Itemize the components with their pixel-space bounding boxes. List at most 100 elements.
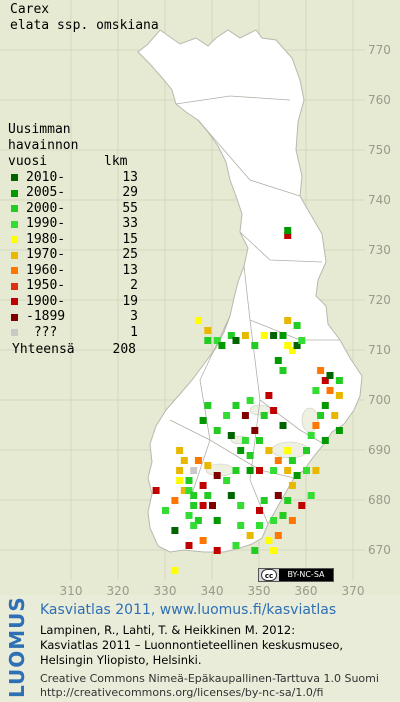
observation-square bbox=[204, 462, 212, 469]
observation-square bbox=[227, 492, 235, 499]
observation-square bbox=[307, 492, 315, 499]
legend-count: 19 bbox=[122, 293, 138, 309]
observation-square bbox=[251, 547, 259, 554]
legend-total: Yhteensä 208 bbox=[8, 342, 158, 358]
observation-square bbox=[237, 522, 245, 529]
observation-square bbox=[321, 437, 329, 444]
observation-square bbox=[199, 417, 207, 424]
observation-square bbox=[293, 472, 301, 479]
observation-square bbox=[288, 517, 296, 524]
y-tick-label: 690 bbox=[368, 443, 391, 457]
observation-square bbox=[298, 502, 306, 509]
observation-square bbox=[279, 422, 287, 429]
observation-square bbox=[312, 422, 320, 429]
legend-period: 1980- bbox=[26, 231, 66, 247]
observation-square bbox=[298, 337, 306, 344]
observation-square bbox=[162, 507, 169, 514]
legend-swatch bbox=[11, 298, 18, 306]
observation-square bbox=[256, 467, 263, 474]
finland-map bbox=[0, 0, 365, 580]
observation-square bbox=[204, 492, 212, 499]
observation-square bbox=[317, 412, 325, 419]
observation-square bbox=[185, 477, 193, 484]
legend-row: 2005- 29 bbox=[8, 185, 158, 202]
observation-square bbox=[218, 342, 226, 349]
x-tick-label: 360 bbox=[294, 584, 318, 598]
x-tick-label: 310 bbox=[59, 584, 83, 598]
x-tick-label: 320 bbox=[106, 584, 130, 598]
legend-count: 55 bbox=[122, 200, 138, 216]
observation-square bbox=[199, 502, 207, 509]
observation-square bbox=[284, 317, 292, 324]
observation-square bbox=[199, 482, 207, 489]
observation-square bbox=[321, 377, 329, 384]
observation-square bbox=[274, 357, 282, 364]
legend-swatch bbox=[11, 313, 18, 321]
legend-swatch bbox=[11, 236, 18, 244]
observation-square bbox=[270, 547, 278, 554]
observation-square bbox=[335, 392, 343, 399]
legend-total-label: Yhteensä bbox=[12, 341, 75, 357]
legend-period: 2010- bbox=[26, 169, 66, 185]
observation-square bbox=[251, 427, 259, 434]
observation-square bbox=[270, 467, 278, 474]
observation-square bbox=[204, 402, 212, 409]
observation-square bbox=[185, 512, 193, 519]
observation-square bbox=[241, 437, 249, 444]
citation-line-1: Lampinen, R., Lahti, T. & Heikkinen M. 2… bbox=[40, 623, 296, 637]
citation-line-3: Helsingin Yliopisto, Helsinki. bbox=[40, 653, 202, 667]
observation-square bbox=[317, 367, 325, 374]
map-area bbox=[0, 0, 365, 580]
license-url[interactable]: http://creativecommons.org/licenses/by-n… bbox=[40, 686, 324, 699]
legend: Uusimman havainnon vuosi lkm 2010- 13 2005… bbox=[8, 122, 158, 358]
observation-square bbox=[293, 342, 301, 349]
observation-square bbox=[274, 457, 282, 464]
observation-square bbox=[260, 497, 268, 504]
observation-square bbox=[180, 487, 188, 494]
observation-square bbox=[256, 437, 263, 444]
y-tick-label: 770 bbox=[368, 43, 391, 57]
observation-square bbox=[284, 232, 292, 239]
observation-square bbox=[241, 412, 249, 419]
legend-row: 2010- 13 bbox=[8, 170, 158, 186]
legend-swatch bbox=[11, 251, 18, 259]
y-tick-label: 710 bbox=[368, 343, 391, 357]
observation-square bbox=[274, 492, 282, 499]
observation-square bbox=[279, 332, 287, 339]
observation-square bbox=[256, 522, 263, 529]
legend-row: 1900- 19 bbox=[8, 294, 158, 310]
legend-row: 1980- 15 bbox=[8, 232, 158, 248]
observation-square bbox=[284, 447, 292, 454]
observation-square bbox=[326, 372, 334, 379]
y-tick-label: 750 bbox=[368, 143, 391, 157]
species-name-taxon: elata ssp. omskiana bbox=[10, 18, 159, 33]
legend-period: 1960- bbox=[26, 262, 66, 278]
observation-square bbox=[209, 502, 216, 509]
legend-period: 1970- bbox=[26, 247, 66, 263]
legend-row: 2000- 55 bbox=[8, 201, 158, 217]
legend-period: ??? bbox=[26, 324, 58, 340]
species-name-genus: Carex bbox=[10, 2, 50, 17]
observation-square bbox=[185, 487, 193, 494]
observation-square bbox=[213, 427, 221, 434]
observation-square bbox=[185, 542, 193, 549]
legend-heading-2: havainnon bbox=[8, 138, 79, 153]
cc-license-badge[interactable]: cc BY-NC-SA bbox=[258, 568, 334, 582]
observation-square bbox=[190, 502, 198, 509]
legend-total-value: 208 bbox=[112, 341, 136, 357]
legend-period: 1950- bbox=[26, 278, 66, 294]
atlas-title-link[interactable]: Kasviatlas 2011, www.luomus.fi/kasviatla… bbox=[40, 602, 337, 618]
legend-period: -1899 bbox=[26, 309, 66, 325]
legend-swatch bbox=[11, 267, 18, 275]
luomus-logo: LUOMUS bbox=[5, 596, 29, 698]
observation-square bbox=[190, 492, 198, 499]
legend-row: ??? 1 bbox=[8, 325, 158, 341]
observation-square bbox=[265, 447, 273, 454]
observation-square bbox=[190, 522, 198, 529]
observation-square bbox=[260, 412, 268, 419]
observation-square bbox=[246, 452, 254, 459]
y-tick-label: 740 bbox=[368, 193, 391, 207]
observation-square bbox=[176, 477, 184, 484]
legend-swatch bbox=[11, 189, 18, 197]
observation-square bbox=[270, 407, 278, 414]
